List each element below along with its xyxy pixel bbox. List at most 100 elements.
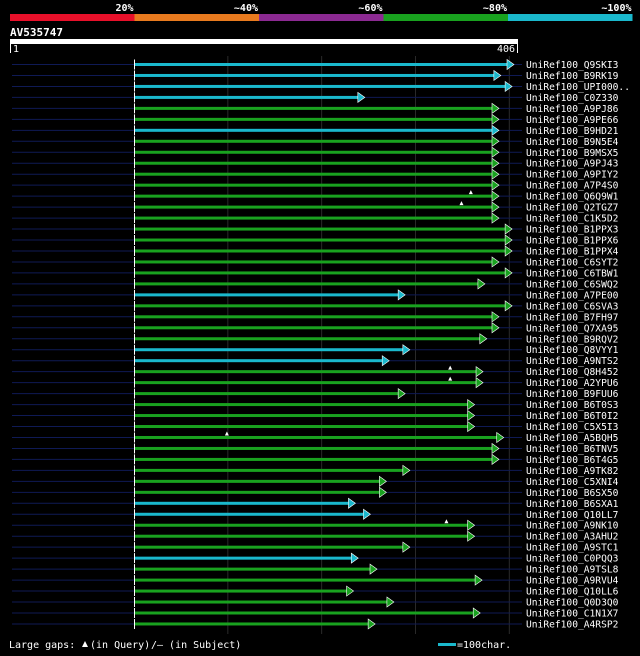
hit-row[interactable]: UniRef100_A7PE00: [12, 289, 619, 302]
hit-row[interactable]: UniRef100_Q0D3Q0: [12, 596, 619, 609]
hit-label[interactable]: UniRef100_A9TSL8: [526, 565, 619, 576]
hit-label[interactable]: UniRef100_Q9SKI3: [526, 60, 619, 71]
hit-row[interactable]: UniRef100_B6T0I2: [12, 409, 618, 423]
hit-label[interactable]: UniRef100_A9PJ86: [526, 104, 619, 115]
hit-row[interactable]: UniRef100_A3AHU2: [12, 530, 618, 543]
hit-label[interactable]: UniRef100_A9PIY2: [526, 170, 618, 181]
hit-row[interactable]: UniRef100_C6TBW1: [12, 267, 619, 280]
hit-row[interactable]: UniRef100_A9STC1: [12, 541, 619, 554]
hit-row[interactable]: UniRef100_C6SWQ2: [12, 278, 618, 291]
hit-label[interactable]: UniRef100_B7FH97: [526, 312, 619, 323]
hit-label[interactable]: UniRef100_C5X5I3: [526, 422, 619, 433]
hit-row[interactable]: UniRef100_C0PQQ3: [12, 552, 619, 565]
hit-label[interactable]: UniRef100_Q8H452: [526, 367, 618, 378]
hit-label[interactable]: UniRef100_A7PE00: [526, 290, 619, 301]
hit-label[interactable]: UniRef100_UPI000..: [526, 82, 630, 93]
hit-row[interactable]: UniRef100_Q6Q9W1: [12, 190, 619, 203]
hit-row[interactable]: UniRef100_A9TSL8: [12, 563, 619, 576]
hit-row[interactable]: UniRef100_A9NTS2: [12, 355, 618, 368]
hit-row[interactable]: UniRef100_A9PIY2: [12, 168, 618, 181]
hit-row[interactable]: UniRef100_Q8VYY1: [12, 344, 619, 357]
hit-row[interactable]: UniRef100_B9RQV2: [12, 333, 618, 346]
hit-row[interactable]: UniRef100_A4RSP2: [12, 618, 618, 631]
hit-label[interactable]: UniRef100_B6SXA1: [526, 499, 619, 510]
hit-row[interactable]: UniRef100_B9FUU6: [12, 388, 619, 401]
hit-row[interactable]: UniRef100_B1PPX3: [12, 223, 619, 236]
hit-label[interactable]: UniRef100_A3AHU2: [526, 532, 618, 543]
hit-row[interactable]: UniRef100_B9MSX5: [12, 146, 618, 159]
hit-row[interactable]: UniRef100_UPI000..: [12, 80, 630, 93]
hit-label[interactable]: UniRef100_B6SX50: [526, 488, 619, 499]
hit-label[interactable]: UniRef100_B1PPX3: [526, 225, 619, 236]
hit-row[interactable]: UniRef100_C5XNI4: [12, 475, 619, 488]
hit-row[interactable]: UniRef100_A9TK82: [12, 464, 618, 477]
hit-label[interactable]: UniRef100_Q10LL6: [526, 587, 619, 598]
hit-label[interactable]: UniRef100_Q10LL7: [526, 510, 619, 521]
hit-row[interactable]: UniRef100_B7FH97: [12, 311, 619, 324]
hit-row[interactable]: UniRef100_C6SVA3: [12, 300, 619, 313]
hit-row[interactable]: UniRef100_C5X5I3: [12, 420, 619, 434]
hit-label[interactable]: UniRef100_A9STC1: [526, 543, 619, 554]
hit-row[interactable]: UniRef100_C0Z330: [12, 91, 619, 104]
hit-label[interactable]: UniRef100_Q8VYY1: [526, 345, 619, 356]
hit-label[interactable]: UniRef100_B9FUU6: [526, 389, 619, 400]
hit-label[interactable]: UniRef100_B9RQV2: [526, 334, 618, 345]
hit-label[interactable]: UniRef100_Q2TGZ7: [526, 203, 619, 214]
hit-row[interactable]: UniRef100_B1PPX4: [12, 245, 619, 257]
hit-row[interactable]: UniRef100_A5BQH5: [12, 431, 618, 444]
hit-row[interactable]: UniRef100_C6SYT2: [12, 256, 618, 269]
hit-label[interactable]: UniRef100_B9N5E4: [526, 137, 619, 148]
hit-row[interactable]: UniRef100_A9RVU4: [12, 574, 619, 587]
hit-label[interactable]: UniRef100_B9HD21: [526, 126, 619, 137]
hit-label[interactable]: UniRef100_C1N1X7: [526, 609, 619, 620]
hit-row[interactable]: UniRef100_B6TNV5: [12, 442, 618, 455]
hit-row[interactable]: UniRef100_A9PJ86: [12, 102, 619, 115]
hit-label[interactable]: UniRef100_B1PPX6: [526, 236, 619, 247]
hit-label[interactable]: UniRef100_B6TNV5: [526, 444, 618, 455]
hit-row[interactable]: UniRef100_A7P4S0: [12, 179, 619, 192]
hit-label[interactable]: UniRef100_A9TK82: [526, 466, 618, 477]
hit-label[interactable]: UniRef100_C6SYT2: [526, 257, 618, 268]
hit-row[interactable]: UniRef100_B1PPX6: [12, 234, 619, 247]
hit-label[interactable]: UniRef100_A9PJ43: [526, 159, 619, 170]
hit-row[interactable]: UniRef100_B9RK19: [12, 69, 619, 82]
hit-label[interactable]: UniRef100_A7P4S0: [526, 181, 619, 192]
hit-row[interactable]: UniRef100_Q2TGZ7: [12, 201, 619, 214]
hit-label[interactable]: UniRef100_B1PPX4: [526, 246, 619, 257]
hit-row[interactable]: UniRef100_Q7XA95: [12, 322, 618, 335]
hit-row[interactable]: UniRef100_B6T0S3: [12, 398, 619, 412]
hit-label[interactable]: UniRef100_A2YPU6: [526, 378, 619, 389]
hit-label[interactable]: UniRef100_A9RVU4: [526, 576, 619, 587]
hit-label[interactable]: UniRef100_C6SVA3: [526, 301, 619, 312]
hit-label[interactable]: UniRef100_Q7XA95: [526, 323, 618, 334]
hit-row[interactable]: UniRef100_B9HD21: [12, 124, 619, 137]
hit-label[interactable]: UniRef100_Q6Q9W1: [526, 192, 619, 203]
hit-label[interactable]: UniRef100_C0Z330: [526, 93, 619, 104]
hit-row[interactable]: UniRef100_B6T4G5: [12, 453, 618, 466]
hit-label[interactable]: UniRef100_C6TBW1: [526, 268, 619, 279]
hit-row[interactable]: UniRef100_A2YPU6: [12, 376, 619, 390]
hit-label[interactable]: UniRef100_C5XNI4: [526, 477, 619, 488]
hit-label[interactable]: UniRef100_A9PE66: [526, 115, 619, 126]
hit-label[interactable]: UniRef100_B9MSX5: [526, 148, 618, 159]
hit-row[interactable]: UniRef100_A9NK10: [12, 519, 619, 532]
hit-label[interactable]: UniRef100_B9RK19: [526, 71, 619, 82]
hit-label[interactable]: UniRef100_B6T4G5: [526, 455, 618, 466]
hit-label[interactable]: UniRef100_B6T0I2: [526, 411, 618, 422]
hit-label[interactable]: UniRef100_Q0D3Q0: [526, 598, 619, 609]
hit-row[interactable]: UniRef100_B6SXA1: [12, 497, 619, 510]
hit-row[interactable]: UniRef100_C1K5D2: [12, 212, 618, 225]
hit-row[interactable]: UniRef100_Q10LL7: [12, 508, 619, 521]
hit-label[interactable]: UniRef100_A4RSP2: [526, 619, 618, 630]
hit-label[interactable]: UniRef100_A5BQH5: [526, 433, 618, 444]
hit-row[interactable]: UniRef100_Q8H452: [12, 365, 618, 379]
hit-row[interactable]: UniRef100_B6SX50: [12, 486, 619, 499]
hit-label[interactable]: UniRef100_C1K5D2: [526, 214, 618, 225]
hit-row[interactable]: UniRef100_Q10LL6: [12, 585, 619, 598]
hit-label[interactable]: UniRef100_A9NK10: [526, 521, 619, 532]
hit-label[interactable]: UniRef100_C0PQQ3: [526, 554, 619, 565]
hit-row[interactable]: UniRef100_A9PJ43: [12, 157, 619, 170]
hit-label[interactable]: UniRef100_A9NTS2: [526, 356, 618, 367]
hit-label[interactable]: UniRef100_C6SWQ2: [526, 279, 618, 290]
hit-row[interactable]: UniRef100_A9PE66: [12, 113, 619, 126]
